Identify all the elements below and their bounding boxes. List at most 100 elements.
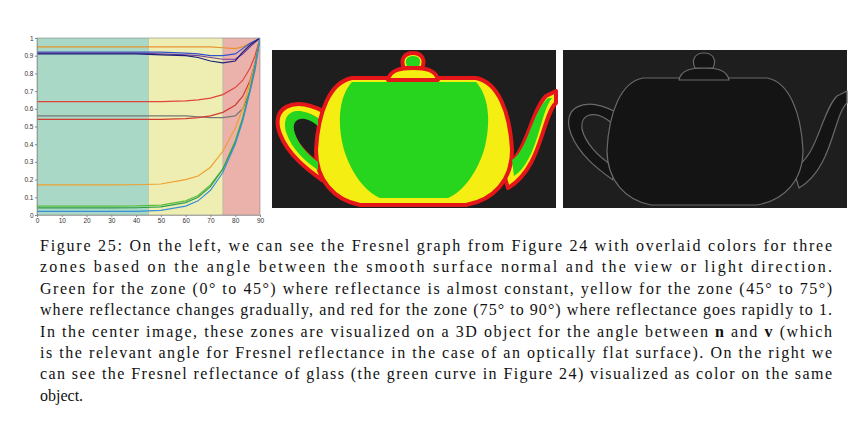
chart: 0 10 20 30 40 50 60 70 80 90 0 0.1 0.2 0.3 0.4 0.5 0.6 0.… <box>24 35 264 225</box>
caption-text: Figure 25: On the left, we can see the F… <box>40 237 832 255</box>
caption-line: can see the Fresnel reflectance of glass… <box>40 365 832 383</box>
tick-label: 0.7 <box>24 88 33 95</box>
caption-text: is the relevant angle for Fresnel reflec… <box>40 344 832 362</box>
caption-bold: n <box>715 323 724 340</box>
tick: 0.6 <box>24 105 37 112</box>
caption-line: is the relevant angle for Fresnel reflec… <box>40 344 832 362</box>
caption-text: object. <box>40 387 83 405</box>
caption-line: zones based on the angle between the smo… <box>40 258 832 276</box>
image-background <box>563 50 847 208</box>
zone <box>37 38 149 215</box>
tick: 40 <box>133 215 141 224</box>
tick: 0.7 <box>24 88 37 95</box>
tick-mark <box>35 73 37 74</box>
tick-label: 20 <box>83 217 91 224</box>
zone-edge <box>222 38 223 215</box>
fresnel-image <box>563 50 847 208</box>
tick-label: 0.1 <box>24 194 33 201</box>
plot-frame <box>37 38 260 215</box>
zone-edge <box>148 38 149 215</box>
series-line <box>37 38 260 206</box>
tick-label: 0.4 <box>24 141 33 148</box>
tick-label: 0.9 <box>24 52 33 59</box>
teapot-body <box>607 78 803 205</box>
tick-label: 0 <box>36 217 40 224</box>
teapot-knob <box>693 53 714 68</box>
tick-mark <box>35 38 37 39</box>
tick-label: 40 <box>133 217 141 224</box>
teapot-lid <box>679 68 729 80</box>
tick: 0 <box>30 212 37 219</box>
tick-label: 1 <box>30 35 34 42</box>
series-line <box>37 38 260 63</box>
series-line <box>37 38 260 49</box>
tick: 70 <box>207 215 215 224</box>
figure: 0 10 20 30 40 50 60 70 80 90 0 0.1 0.2 0.3 0.4 0.5 0.6 0.… <box>0 0 865 428</box>
tick-label: 50 <box>158 217 166 224</box>
tick-label: 0 <box>30 212 34 219</box>
series-line <box>37 38 260 59</box>
tick-mark <box>35 162 37 163</box>
tick: 0.2 <box>24 176 37 183</box>
image-background <box>272 50 556 208</box>
tick: 0.5 <box>24 123 37 130</box>
tick: 30 <box>108 215 116 224</box>
tick: 0.1 <box>24 194 37 201</box>
tick: 0.4 <box>24 141 37 148</box>
teapot-body <box>316 78 512 205</box>
tick-mark <box>35 180 37 181</box>
series-line <box>37 38 260 118</box>
caption-text: zones based on the angle between the smo… <box>40 258 832 276</box>
tick-mark <box>35 56 37 57</box>
tick-mark <box>35 91 37 92</box>
tick-mark <box>35 127 37 128</box>
zones-image <box>272 50 556 208</box>
tick-label: 0.3 <box>24 158 33 165</box>
tick: 80 <box>232 215 240 224</box>
tick: 10 <box>59 215 67 224</box>
tick-label: 30 <box>108 217 116 224</box>
tick-mark <box>35 109 37 110</box>
caption-text: Green for the zone (0° to 45°) where ref… <box>40 280 832 298</box>
zone-green-spout <box>512 98 552 176</box>
axis-line <box>35 39 38 216</box>
caption-line: object. <box>40 387 83 405</box>
caption-line: where reflectance changes gradually, and… <box>40 301 832 319</box>
series-line <box>37 38 260 208</box>
caption-text: (which <box>774 323 832 341</box>
caption-bold: v <box>765 323 773 340</box>
caption-text: and <box>726 323 763 340</box>
zone-green-handle <box>285 111 318 170</box>
tick: 50 <box>158 215 166 224</box>
tick-label: 60 <box>183 217 191 224</box>
teapot-knob <box>402 53 423 68</box>
tick-mark <box>35 197 37 198</box>
tick-label: 0.6 <box>24 105 33 112</box>
caption-text: can see the Fresnel reflectance of glass… <box>40 365 832 383</box>
tick: 0.9 <box>24 52 37 59</box>
caption-line: Green for the zone (0° to 45°) where ref… <box>40 280 832 298</box>
tick: 90 <box>257 215 265 224</box>
x-axis: 0 10 20 30 40 50 60 70 80 90 <box>36 215 265 224</box>
y-axis: 00.10.20.30.40.50.60.70.80.91 <box>24 35 37 219</box>
tick-label: 70 <box>207 217 215 224</box>
plot-area <box>37 38 260 215</box>
caption-line: In the center image, these zones are vis… <box>40 323 832 341</box>
tick: 0 <box>36 215 40 224</box>
zone-green-knob <box>406 56 420 66</box>
caption-text: where reflectance changes gradually, and… <box>40 301 832 319</box>
tick-mark <box>35 144 37 145</box>
tick-label: 90 <box>257 217 265 224</box>
tick-label: 0.5 <box>24 123 33 130</box>
tick: 1 <box>30 35 37 42</box>
caption: Figure 25: On the left, we can see the F… <box>40 237 832 405</box>
zone-green-body <box>340 82 488 198</box>
series-line <box>37 38 260 102</box>
series-line <box>37 38 260 119</box>
caption-line: Figure 25: On the left, we can see the F… <box>40 237 832 255</box>
tick: 0.3 <box>24 158 37 165</box>
series-line <box>37 38 260 211</box>
tick-label: 0.2 <box>24 176 33 183</box>
caption-text: In the center image, these zones are vis… <box>40 323 713 341</box>
axis-line <box>38 216 261 218</box>
